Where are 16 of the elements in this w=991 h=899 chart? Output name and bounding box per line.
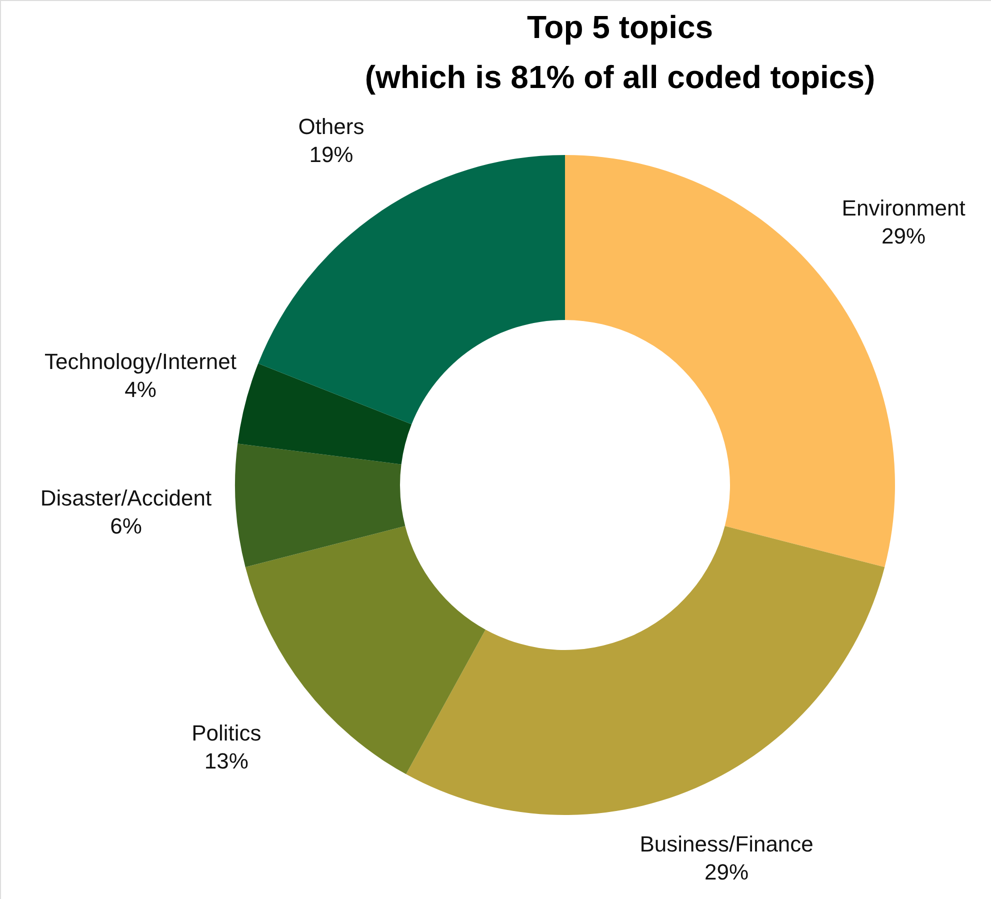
slice-label: Business/Finance xyxy=(640,831,814,856)
data-label: 19% xyxy=(309,142,354,168)
donut-slice xyxy=(406,526,885,815)
data-label: 13% xyxy=(204,748,248,774)
donut-slice xyxy=(235,444,406,568)
data-label: 29% xyxy=(704,859,749,884)
data-label: 29% xyxy=(882,223,926,248)
slice-label: Disaster/Accident xyxy=(40,486,212,511)
data-label: 4% xyxy=(124,377,156,402)
slice-label: Technology/Internet xyxy=(44,349,237,374)
slice-label: Environment xyxy=(842,195,966,220)
data-label: 6% xyxy=(110,514,142,539)
slice-label: Politics xyxy=(192,720,262,746)
slice-label: Others xyxy=(298,114,364,140)
chart-title: Top 5 topics (which is 81% of all coded topics) xyxy=(364,9,876,95)
donut-slice xyxy=(238,364,412,464)
